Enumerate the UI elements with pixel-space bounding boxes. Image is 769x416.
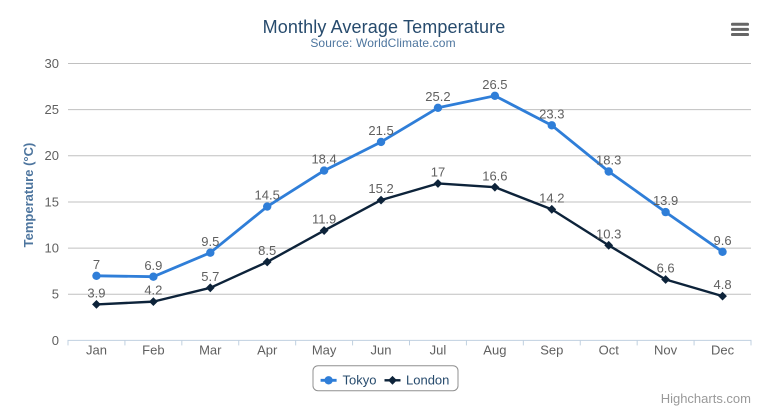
svg-text:17: 17 [431, 165, 445, 180]
svg-text:May: May [312, 343, 337, 358]
svg-text:Aug: Aug [483, 343, 506, 358]
svg-text:London: London [406, 373, 449, 388]
svg-text:Dec: Dec [711, 343, 735, 358]
svg-text:6.6: 6.6 [657, 261, 675, 276]
svg-text:Apr: Apr [257, 343, 278, 358]
svg-text:14.5: 14.5 [255, 188, 280, 203]
svg-text:11.9: 11.9 [312, 212, 336, 227]
svg-text:Sep: Sep [540, 343, 563, 358]
svg-text:9.5: 9.5 [201, 234, 219, 249]
svg-text:30: 30 [45, 56, 59, 71]
svg-text:25: 25 [45, 102, 59, 117]
svg-text:9.6: 9.6 [714, 233, 732, 248]
svg-text:15: 15 [45, 194, 59, 209]
svg-text:Mar: Mar [199, 343, 222, 358]
svg-text:Nov: Nov [654, 343, 678, 358]
svg-text:6.9: 6.9 [144, 258, 162, 273]
svg-text:4.2: 4.2 [144, 283, 162, 298]
svg-text:Highcharts.com: Highcharts.com [661, 391, 751, 406]
svg-text:Tokyo: Tokyo [343, 373, 377, 388]
svg-text:5.7: 5.7 [201, 269, 219, 284]
svg-text:18.3: 18.3 [596, 153, 621, 168]
svg-text:Jul: Jul [430, 343, 447, 358]
svg-text:Monthly Average Temperature: Monthly Average Temperature [263, 17, 506, 37]
svg-text:0: 0 [52, 333, 59, 348]
svg-text:21.5: 21.5 [368, 123, 393, 138]
svg-text:Feb: Feb [142, 343, 164, 358]
svg-text:Temperature (°C): Temperature (°C) [21, 143, 36, 248]
svg-text:Source: WorldClimate.com: Source: WorldClimate.com [310, 36, 455, 50]
svg-text:13.9: 13.9 [653, 193, 678, 208]
svg-text:25.2: 25.2 [425, 89, 450, 104]
svg-text:15.2: 15.2 [368, 181, 393, 196]
svg-text:8.5: 8.5 [258, 243, 276, 258]
svg-text:20: 20 [45, 148, 59, 163]
svg-text:26.5: 26.5 [482, 77, 507, 92]
svg-text:10.3: 10.3 [596, 226, 621, 241]
svg-text:3.9: 3.9 [87, 286, 105, 301]
svg-text:5: 5 [52, 287, 59, 302]
svg-text:Oct: Oct [599, 343, 620, 358]
svg-text:10: 10 [45, 241, 59, 256]
svg-text:7: 7 [93, 257, 100, 272]
svg-text:14.2: 14.2 [539, 190, 564, 205]
svg-text:Jan: Jan [86, 343, 107, 358]
svg-text:16.6: 16.6 [482, 168, 507, 183]
svg-text:Jun: Jun [371, 343, 392, 358]
svg-text:4.8: 4.8 [714, 277, 732, 292]
svg-text:23.3: 23.3 [539, 106, 564, 121]
svg-text:18.4: 18.4 [311, 152, 336, 167]
